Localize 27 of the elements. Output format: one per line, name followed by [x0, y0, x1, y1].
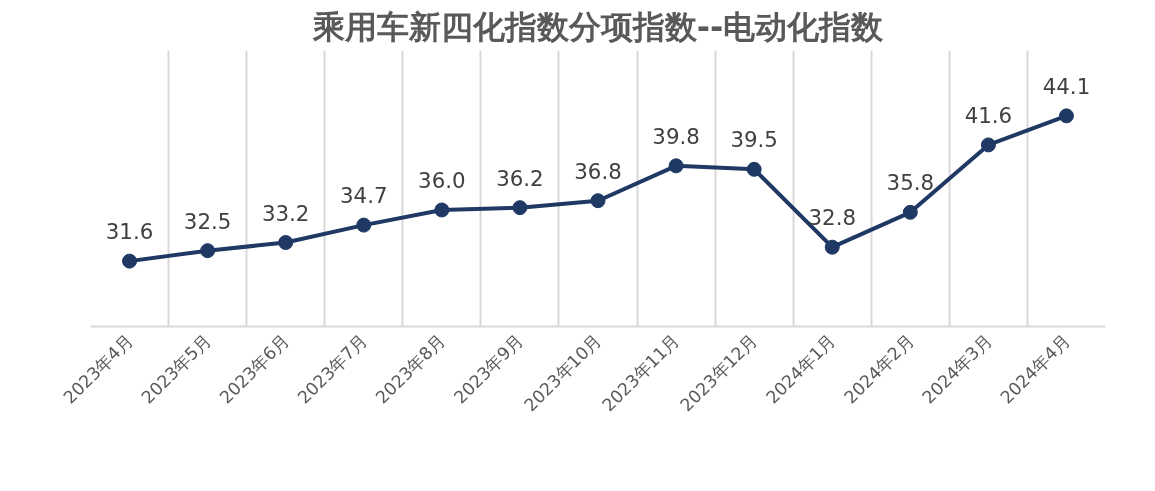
point: [668, 158, 684, 174]
data-label: 31.6: [105, 219, 154, 245]
point: [434, 202, 450, 218]
chart-title: 乘用车新四化指数分项指数--电动化指数: [311, 7, 885, 46]
data-label: 41.6: [964, 102, 1013, 128]
point: [746, 161, 762, 177]
point: [122, 253, 138, 269]
data-label: 44.1: [1042, 73, 1091, 99]
data-label: 36.2: [496, 165, 544, 191]
point: [512, 200, 528, 216]
point: [824, 239, 840, 255]
data-label: 33.2: [261, 200, 310, 226]
point: [356, 217, 372, 233]
data-label: 36.0: [418, 168, 466, 193]
point: [980, 137, 996, 153]
data-label: 36.8: [574, 158, 622, 184]
point: [1058, 108, 1074, 124]
data-label: 34.7: [340, 183, 388, 209]
point: [278, 235, 294, 251]
data-label: 39.5: [730, 127, 778, 153]
data-label: 32.5: [183, 208, 232, 234]
point: [902, 204, 918, 220]
data-label: 32.8: [808, 205, 856, 231]
data-label: 35.8: [886, 170, 935, 196]
data-label: 39.8: [652, 123, 700, 149]
point: [590, 193, 606, 209]
point: [200, 243, 216, 259]
